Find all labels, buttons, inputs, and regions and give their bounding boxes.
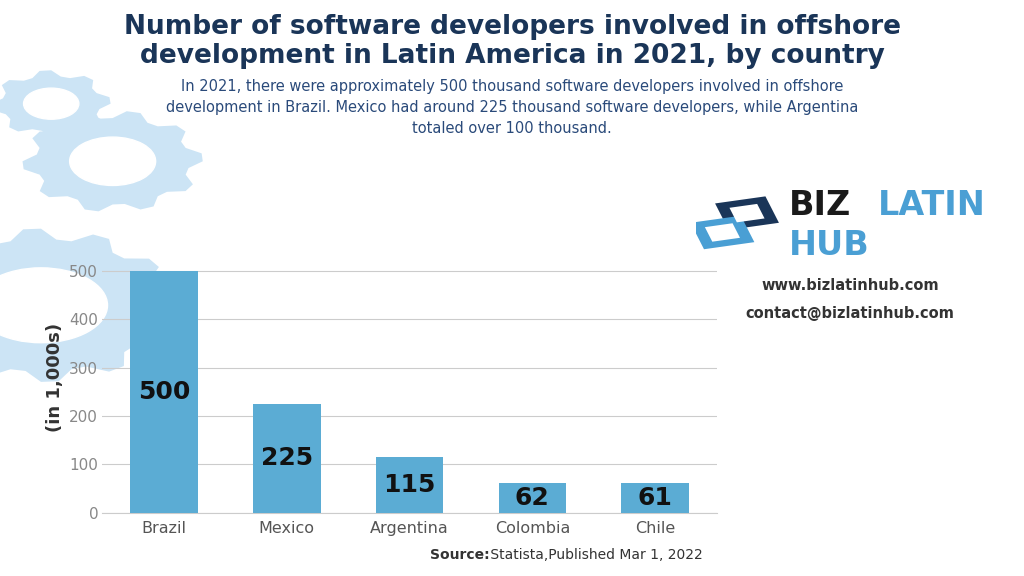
Text: HUB: HUB [788,229,869,262]
Text: Number of software developers involved in offshore: Number of software developers involved i… [124,14,900,40]
Text: Source:: Source: [430,548,489,562]
Text: 115: 115 [383,473,436,497]
Polygon shape [715,196,779,230]
Circle shape [24,88,79,119]
Text: 61: 61 [638,486,673,510]
Text: BIZ: BIZ [788,188,851,222]
Polygon shape [690,216,755,249]
Bar [376,457,443,513]
Text: www.bizlatinhub.com: www.bizlatinhub.com [761,278,939,293]
Polygon shape [729,204,765,222]
Text: 62: 62 [515,486,550,510]
Text: In 2021, there were approximately 500 thousand software developers involved in o: In 2021, there were approximately 500 th… [181,79,843,94]
Bar [622,483,689,513]
Text: LATIN: LATIN [878,188,985,222]
Bar [499,483,566,513]
Bar [253,404,321,513]
Circle shape [0,268,108,343]
Polygon shape [23,111,203,211]
Circle shape [70,137,156,185]
Polygon shape [705,223,740,242]
Text: development in Latin America in 2021, by country: development in Latin America in 2021, by… [139,43,885,69]
Y-axis label: (in 1,000s): (in 1,000s) [46,323,63,432]
Text: contact@bizlatinhub.com: contact@bizlatinhub.com [745,306,954,321]
Polygon shape [0,70,111,137]
Polygon shape [0,229,177,382]
Text: development in Brazil. Mexico had around 225 thousand software developers, while: development in Brazil. Mexico had around… [166,100,858,115]
Text: 500: 500 [138,380,190,404]
Text: totaled over 100 thousand.: totaled over 100 thousand. [412,121,612,136]
Text: 225: 225 [261,446,313,470]
Text: Statista,Published Mar 1, 2022: Statista,Published Mar 1, 2022 [486,548,703,562]
Bar [130,271,198,513]
